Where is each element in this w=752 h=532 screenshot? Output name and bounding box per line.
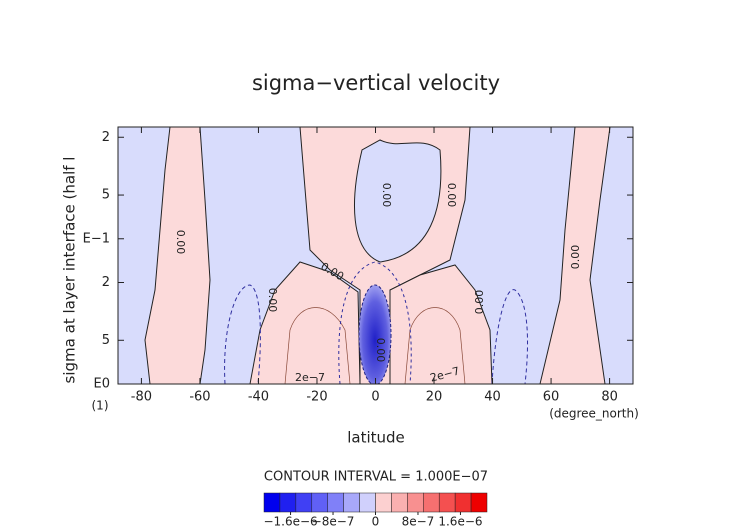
x-tick-label: -80 [131, 390, 152, 405]
y-tick-label: 2 [102, 130, 110, 145]
y-tick-label: 5 [102, 333, 110, 348]
contour-line [224, 284, 261, 384]
colorbar-box [279, 492, 297, 513]
colorbar-label: 0 [372, 515, 380, 529]
x-axis-label: latitude [347, 429, 405, 447]
contour-line [338, 261, 412, 384]
colorbar-label: −1.6e−6 [263, 515, 317, 529]
colorbar-box [407, 492, 424, 513]
x-tick-label: 0 [371, 390, 379, 405]
colorbar-box [454, 492, 472, 513]
contour-line [404, 307, 466, 384]
positive-region [389, 264, 493, 384]
x-tick-label: -20 [306, 390, 327, 405]
x-tick-label: 20 [426, 390, 443, 405]
colorbar-box [375, 492, 392, 513]
colorbar-title: CONTOUR INTERVAL = 1.000E−07 [264, 470, 488, 485]
contour-label: 0.00 [569, 245, 582, 270]
colorbar-label: 1.6e−6 [438, 515, 482, 529]
colorbar-box [295, 492, 313, 513]
x-unit: (degree_north) [549, 407, 639, 421]
x-tick-label: -40 [248, 390, 269, 405]
colorbar-box [438, 492, 456, 513]
colorbar-box [391, 492, 408, 513]
contour-label: 0.00 [266, 288, 279, 313]
positive-region [144, 127, 211, 384]
colorbar-box [327, 492, 344, 513]
x-tick-label: 60 [543, 390, 560, 405]
colorbar-box [359, 492, 376, 513]
contour-label: 0.00 [374, 338, 387, 363]
x-tick-label: 80 [601, 390, 618, 405]
y-tick-label: E0 [94, 377, 111, 392]
colorbar-box [311, 492, 328, 513]
colorbar-box [470, 492, 488, 513]
core-region [358, 284, 392, 384]
contour-label: 0.00 [380, 183, 393, 208]
contour-label: 0.00 [473, 290, 486, 315]
x-tick-label: -60 [189, 390, 210, 405]
colorbar-box [343, 492, 360, 513]
y-axis-label: sigma at layer interface (half l [61, 157, 79, 384]
y-tick-label: 2 [102, 275, 110, 290]
chart-title: sigma−vertical velocity [252, 71, 500, 95]
y-exponent: (1) [92, 399, 109, 413]
contour-label: 2e−7 [295, 371, 325, 384]
negative-region [354, 139, 442, 263]
x-tick-label: 40 [484, 390, 501, 405]
colorbar-label: 8e−7 [402, 515, 435, 529]
contour-field [118, 127, 633, 384]
contour-line [491, 289, 528, 384]
y-tick-label: E−1 [83, 231, 110, 246]
positive-region [539, 127, 611, 384]
y-tick-label: 5 [102, 188, 110, 203]
colorbar-label: −8e−7 [312, 515, 355, 529]
contour-label: 0.00 [445, 183, 458, 208]
positive-region [249, 261, 361, 384]
contour-line [284, 307, 351, 384]
contour-label: 0.00 [174, 230, 187, 255]
colorbar-box [263, 492, 281, 513]
colorbar-box [423, 492, 440, 513]
